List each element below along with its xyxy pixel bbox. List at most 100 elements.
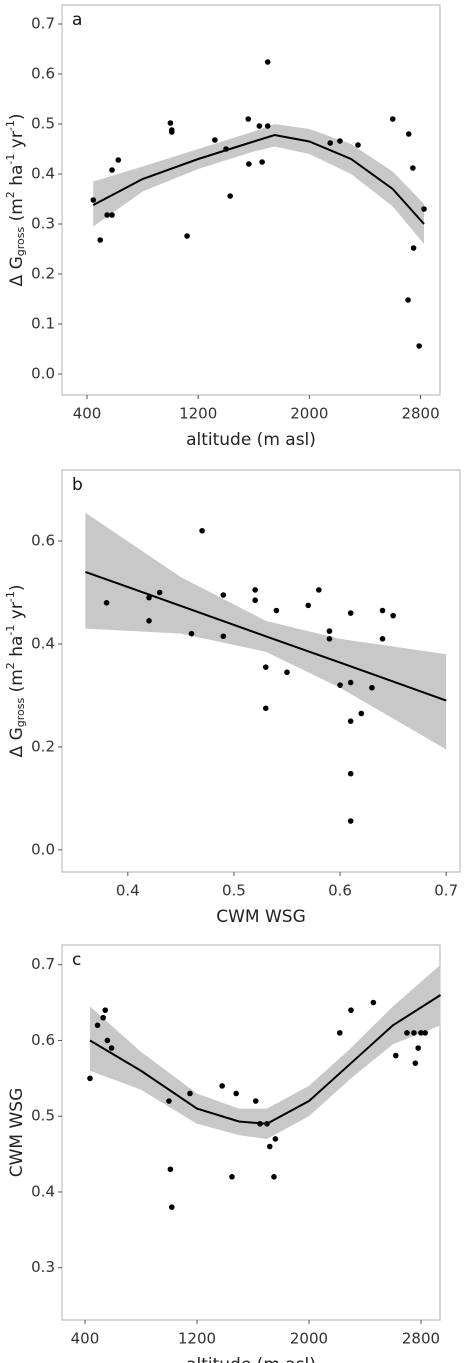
data-point xyxy=(220,592,227,598)
data-point xyxy=(109,212,115,218)
data-point xyxy=(167,1166,174,1173)
data-point xyxy=(188,630,195,637)
data-point xyxy=(273,607,280,614)
data-point xyxy=(390,612,396,619)
data-point xyxy=(405,131,412,137)
y-tick-label: 0.6 xyxy=(31,65,55,83)
data-point xyxy=(219,1083,225,1089)
data-point xyxy=(305,602,312,609)
data-point xyxy=(187,1090,193,1097)
data-point xyxy=(168,129,175,135)
data-point xyxy=(284,669,290,676)
data-point xyxy=(229,1174,235,1180)
data-point xyxy=(146,594,152,601)
data-point xyxy=(355,142,361,148)
data-point xyxy=(405,297,411,303)
data-point xyxy=(327,140,334,146)
data-point xyxy=(104,212,110,218)
data-point xyxy=(233,1090,239,1097)
x-tick-label: 0.6 xyxy=(328,882,352,900)
data-point xyxy=(166,1098,172,1104)
y-label-part: CWM WSG xyxy=(7,1088,27,1178)
y-label-part: -1 xyxy=(4,591,17,602)
y-tick-label: 0.4 xyxy=(31,165,55,183)
y-tick-label: 0.5 xyxy=(31,1107,55,1125)
data-point xyxy=(389,116,396,122)
data-point xyxy=(392,1052,399,1059)
y-tick-label: 0.3 xyxy=(31,215,55,233)
data-point xyxy=(245,116,252,122)
x-tick-label: 1200 xyxy=(178,1330,216,1348)
y-label-part: (m xyxy=(7,198,27,227)
data-point xyxy=(94,1022,101,1029)
data-point xyxy=(256,123,263,129)
data-point xyxy=(109,167,115,173)
data-point xyxy=(422,1030,428,1036)
x-axis-label: altitude (m asl) xyxy=(186,1355,316,1363)
data-point xyxy=(326,628,333,634)
data-point xyxy=(259,159,265,165)
data-point xyxy=(90,197,97,203)
data-point xyxy=(227,193,233,199)
x-tick-label: 0.7 xyxy=(434,882,458,900)
y-label-part: ) xyxy=(7,585,27,592)
data-point xyxy=(102,1007,109,1013)
data-point xyxy=(262,664,269,670)
y-label-part: -1 xyxy=(4,154,17,165)
y-label-part: Δ G xyxy=(7,727,27,757)
y-label-part: ha xyxy=(7,165,27,192)
x-tick-label: 400 xyxy=(71,1330,100,1348)
y-tick-label: 0.6 xyxy=(31,1031,55,1049)
y-tick-label: 0.4 xyxy=(31,634,55,652)
y-label-part: 2 xyxy=(4,191,17,198)
data-point xyxy=(168,1204,175,1210)
data-point xyxy=(100,1014,106,1021)
panel-label: c xyxy=(72,950,81,970)
data-point xyxy=(167,120,174,126)
data-point xyxy=(252,597,258,604)
data-point xyxy=(184,233,190,239)
y-axis-label: Δ Ggross (m2 ha-1 yr-1) xyxy=(4,114,27,287)
data-point xyxy=(347,718,354,724)
y-tick-label: 0.7 xyxy=(31,15,55,33)
y-tick-label: 0.2 xyxy=(31,737,55,755)
data-point xyxy=(369,684,375,691)
y-label-part: ha xyxy=(7,636,27,663)
data-point xyxy=(347,610,354,616)
y-label-part: gross xyxy=(14,227,27,257)
fit-line xyxy=(85,570,447,702)
data-point xyxy=(246,161,252,167)
data-point xyxy=(104,1037,111,1044)
y-tick-label: 0.0 xyxy=(31,840,55,858)
y-label-part: (m xyxy=(7,669,27,698)
x-tick-label: 2800 xyxy=(401,405,439,423)
x-tick-label: 400 xyxy=(73,405,102,423)
data-point xyxy=(358,710,365,717)
x-tick-label: 1200 xyxy=(179,405,217,423)
data-point xyxy=(223,146,229,152)
y-label-part: gross xyxy=(14,698,27,728)
data-point xyxy=(87,1075,93,1082)
data-point xyxy=(370,999,377,1006)
data-point xyxy=(257,1120,263,1127)
data-point xyxy=(212,137,218,143)
data-point xyxy=(252,587,258,593)
fit-line xyxy=(92,133,425,225)
data-point xyxy=(347,770,354,777)
data-point xyxy=(421,206,427,212)
x-tick-label: 2000 xyxy=(290,1330,328,1348)
data-point xyxy=(97,237,104,243)
data-point xyxy=(416,343,422,349)
data-point xyxy=(262,705,269,712)
data-point xyxy=(337,138,343,144)
panel-label: b xyxy=(72,475,83,495)
data-point xyxy=(404,1030,410,1036)
panel-label: a xyxy=(72,10,82,30)
y-label-part: -1 xyxy=(4,625,17,636)
data-point xyxy=(316,587,322,593)
y-label-part: -1 xyxy=(4,120,17,131)
data-point xyxy=(103,599,110,606)
data-point xyxy=(348,1007,354,1013)
data-point xyxy=(115,157,122,163)
data-point xyxy=(411,1030,417,1036)
